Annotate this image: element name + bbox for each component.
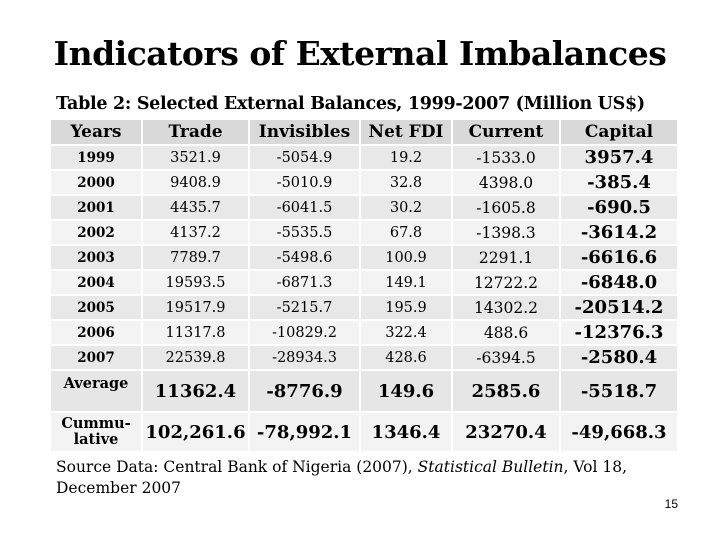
source-publication: Statistical Bulletin <box>417 458 564 476</box>
average-current: 2585.6 <box>451 369 561 413</box>
table-row: 2001 4435.7 -6041.5 30.2 -1605.8 -690.5 <box>49 194 679 221</box>
cell-trade: 22539.8 <box>141 344 250 371</box>
cumulative-invisibles: -78,992.1 <box>248 411 361 453</box>
source-note: Source Data: Central Bank of Nigeria (20… <box>56 457 676 499</box>
cell-net-fdi: 30.2 <box>359 194 453 221</box>
cell-invisibles: -5010.9 <box>248 169 361 196</box>
cumulative-row: Cummu- lative 102,261.6 -78,992.1 1346.4… <box>49 411 679 453</box>
header-current: Current <box>451 118 561 146</box>
average-label: Average <box>49 369 143 413</box>
cumulative-capital: -49,668.3 <box>559 411 679 453</box>
cell-capital: -690.5 <box>559 194 679 221</box>
page-number: 15 <box>664 497 678 511</box>
cell-year: 2001 <box>49 194 143 221</box>
slide-title: Indicators of External Imbalances <box>53 34 667 73</box>
table-row: 2002 4137.2 -5535.5 67.8 -1398.3 -3614.2 <box>49 219 679 246</box>
cell-capital: 3957.4 <box>559 144 679 171</box>
cell-trade: 11317.8 <box>141 319 250 346</box>
table-row: 2005 19517.9 -5215.7 195.9 14302.2 -20514.2 <box>49 294 679 321</box>
cell-current: 488.6 <box>451 319 561 346</box>
cumulative-net-fdi: 1346.4 <box>359 411 453 453</box>
cumulative-label: Cummu- lative <box>49 411 143 453</box>
cell-current: -1398.3 <box>451 219 561 246</box>
cell-current: 12722.2 <box>451 269 561 296</box>
cell-invisibles: -6041.5 <box>248 194 361 221</box>
cell-current: -1605.8 <box>451 194 561 221</box>
cell-capital: -385.4 <box>559 169 679 196</box>
cell-invisibles: -5054.9 <box>248 144 361 171</box>
header-invisibles: Invisibles <box>248 118 361 146</box>
cell-capital: -3614.2 <box>559 219 679 246</box>
cell-invisibles: -6871.3 <box>248 269 361 296</box>
cell-net-fdi: 428.6 <box>359 344 453 371</box>
table-row: 2003 7789.7 -5498.6 100.9 2291.1 -6616.6 <box>49 244 679 271</box>
table-row: 2006 11317.8 -10829.2 322.4 488.6 -12376.3 <box>49 319 679 346</box>
table-row: 2007 22539.8 -28934.3 428.6 -6394.5 -2580.4 <box>49 344 679 371</box>
cell-capital: -2580.4 <box>559 344 679 371</box>
cell-capital: -6616.6 <box>559 244 679 271</box>
cell-year: 2000 <box>49 169 143 196</box>
table-row: 2000 9408.9 -5010.9 32.8 4398.0 -385.4 <box>49 169 679 196</box>
cell-current: 4398.0 <box>451 169 561 196</box>
cell-capital: -6848.0 <box>559 269 679 296</box>
cell-year: 2002 <box>49 219 143 246</box>
cell-net-fdi: 100.9 <box>359 244 453 271</box>
cell-invisibles: -5535.5 <box>248 219 361 246</box>
cell-invisibles: -10829.2 <box>248 319 361 346</box>
header-trade: Trade <box>141 118 250 146</box>
cell-capital: -20514.2 <box>559 294 679 321</box>
table-body: 1999 3521.9 -5054.9 19.2 -1533.0 3957.4 2000 94… <box>49 144 679 453</box>
cell-year: 2003 <box>49 244 143 271</box>
cell-current: 14302.2 <box>451 294 561 321</box>
cell-net-fdi: 195.9 <box>359 294 453 321</box>
cell-year: 2006 <box>49 319 143 346</box>
cell-year: 2007 <box>49 344 143 371</box>
cell-net-fdi: 67.8 <box>359 219 453 246</box>
cell-current: -6394.5 <box>451 344 561 371</box>
cell-invisibles: -5215.7 <box>248 294 361 321</box>
cell-trade: 4137.2 <box>141 219 250 246</box>
header-net-fdi: Net FDI <box>359 118 453 146</box>
cell-year: 2005 <box>49 294 143 321</box>
table-header-row: Years Trade Invisibles Net FDI Current C… <box>49 118 679 146</box>
header-capital: Capital <box>559 118 679 146</box>
cell-trade: 7789.7 <box>141 244 250 271</box>
source-prefix: Source Data: Central Bank of Nigeria (20… <box>56 458 418 476</box>
external-balances-table: Years Trade Invisibles Net FDI Current C… <box>49 118 679 453</box>
cell-trade: 9408.9 <box>141 169 250 196</box>
cell-invisibles: -28934.3 <box>248 344 361 371</box>
average-trade: 11362.4 <box>141 369 250 413</box>
table-caption: Table 2: Selected External Balances, 199… <box>56 94 645 114</box>
cell-current: -1533.0 <box>451 144 561 171</box>
table-row: 2004 19593.5 -6871.3 149.1 12722.2 -6848.0 <box>49 269 679 296</box>
cell-net-fdi: 19.2 <box>359 144 453 171</box>
cell-net-fdi: 149.1 <box>359 269 453 296</box>
cumulative-current: 23270.4 <box>451 411 561 453</box>
cumulative-trade: 102,261.6 <box>141 411 250 453</box>
cell-trade: 19593.5 <box>141 269 250 296</box>
average-row: Average 11362.4 -8776.9 149.6 2585.6 -55… <box>49 369 679 413</box>
average-invisibles: -8776.9 <box>248 369 361 413</box>
cell-trade: 19517.9 <box>141 294 250 321</box>
cell-current: 2291.1 <box>451 244 561 271</box>
cell-trade: 4435.7 <box>141 194 250 221</box>
source-suffix: , Vol 18, December 2007 <box>56 458 628 497</box>
cell-year: 2004 <box>49 269 143 296</box>
cell-net-fdi: 32.8 <box>359 169 453 196</box>
table-row: 1999 3521.9 -5054.9 19.2 -1533.0 3957.4 <box>49 144 679 171</box>
cell-trade: 3521.9 <box>141 144 250 171</box>
header-years: Years <box>49 118 143 146</box>
average-net-fdi: 149.6 <box>359 369 453 413</box>
average-capital: -5518.7 <box>559 369 679 413</box>
cell-year: 1999 <box>49 144 143 171</box>
cell-capital: -12376.3 <box>559 319 679 346</box>
cell-invisibles: -5498.6 <box>248 244 361 271</box>
cell-net-fdi: 322.4 <box>359 319 453 346</box>
